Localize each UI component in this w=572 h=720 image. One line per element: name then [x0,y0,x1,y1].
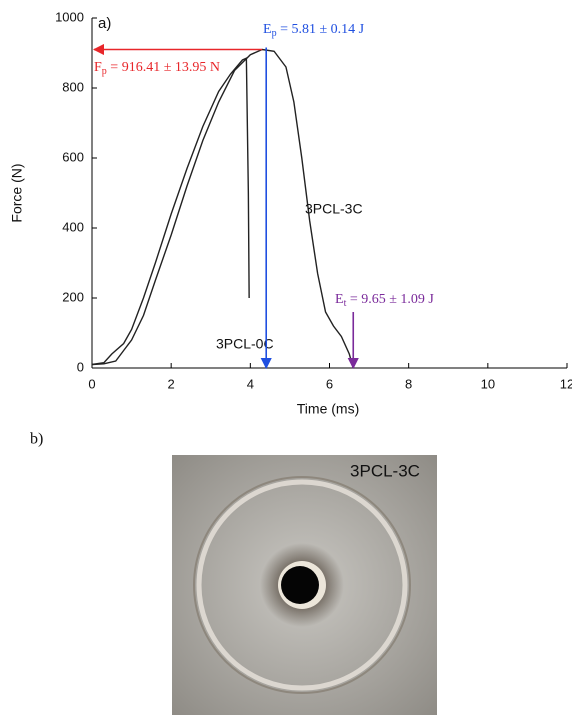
annotation-sub: t [344,298,347,309]
y-tick-label: 800 [62,79,84,94]
series-line [91,57,250,366]
photo-label: 3PCL-3C [350,461,420,480]
annotation-rest: = 5.81 ± 0.14 J [277,22,365,37]
series-label: 3PCL-3C [305,201,363,217]
x-tick-label: 0 [88,376,95,391]
panel-label: a) [98,15,111,32]
annotation: Ep = 5.81 ± 0.14 J [263,22,365,39]
panel-label: b) [30,431,43,448]
y-axis-label: Force (N) [9,163,25,222]
annotation-sub: p [272,28,277,39]
x-tick-label: 4 [247,376,254,391]
y-tick-label: 1000 [55,9,84,24]
series-line [91,48,354,369]
y-tick-label: 400 [62,219,84,234]
annotation-sub: p [102,66,107,77]
y-tick-label: 200 [62,289,84,304]
x-tick-label: 12 [560,376,572,391]
y-tick-label: 0 [77,359,84,374]
annotation-main: E [263,22,272,37]
annotation-rest: = 9.65 ± 1.09 J [346,292,434,307]
photo: 3PCL-3C [172,455,437,715]
annotation: Fp = 916.41 ± 13.95 N [94,60,220,77]
series-label: 3PCL-0C [216,336,274,352]
annotation: Et = 9.65 ± 1.09 J [335,292,434,309]
annotation-main: F [94,60,102,75]
y-tick-label: 600 [62,149,84,164]
x-tick-label: 8 [405,376,412,391]
annotation-main: E [335,292,344,307]
x-tick-label: 2 [168,376,175,391]
x-axis-label: Time (ms) [297,401,359,417]
x-tick-label: 10 [481,376,495,391]
x-tick-label: 6 [326,376,333,391]
annotation-rest: = 916.41 ± 13.95 N [107,60,220,75]
